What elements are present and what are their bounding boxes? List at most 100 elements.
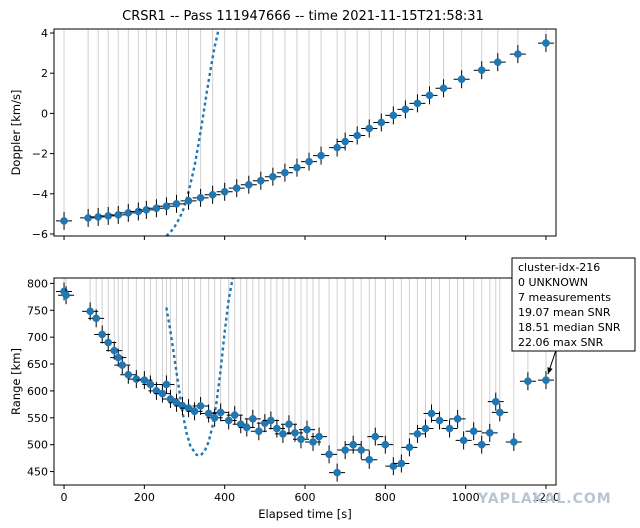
doppler-point xyxy=(80,208,97,227)
doppler-point xyxy=(148,199,165,218)
doppler-point xyxy=(473,61,490,80)
doppler-point xyxy=(329,138,346,157)
range-point xyxy=(114,356,131,375)
doppler-vertical-lines xyxy=(63,29,547,221)
doppler-point xyxy=(100,206,117,225)
doppler-point xyxy=(204,185,221,204)
range-point xyxy=(186,402,203,421)
doppler-y-axis-label: Doppler [km/s] xyxy=(9,90,23,176)
doppler-y-tick-label: −2 xyxy=(32,148,48,161)
range-x-tick-label: 400 xyxy=(214,491,235,504)
doppler-point xyxy=(301,152,318,171)
range-point xyxy=(417,419,434,438)
range-point xyxy=(192,396,209,415)
doppler-axes-frame xyxy=(53,28,557,237)
range-point xyxy=(377,435,394,454)
annotation-line-2: 0 UNKNOWN xyxy=(518,276,588,289)
range-point xyxy=(487,392,504,411)
range-point xyxy=(268,419,285,438)
range-point xyxy=(88,309,105,328)
doppler-model-curve xyxy=(165,28,220,237)
range-point xyxy=(353,441,370,460)
range-y-tick-label: 600 xyxy=(27,385,48,398)
range-point xyxy=(136,371,153,390)
range-point xyxy=(491,403,508,422)
range-x-tick-label: 200 xyxy=(134,491,155,504)
range-point xyxy=(256,414,273,433)
doppler-point xyxy=(537,34,554,53)
doppler-point xyxy=(409,94,426,113)
range-y-tick-label: 650 xyxy=(27,358,48,371)
range-point xyxy=(361,450,378,469)
range-x-axis-label: Elapsed time [s] xyxy=(258,507,351,521)
range-point xyxy=(100,333,117,352)
annotation-line-4: 19.07 mean SNR xyxy=(518,306,611,319)
annotation-box: cluster-idx-216 0 UNKNOWN 7 measurements… xyxy=(511,257,636,375)
doppler-point xyxy=(216,182,233,201)
doppler-panel: −6 −4 −2 0 2 4 Doppler [km/s] xyxy=(9,27,557,241)
range-point xyxy=(401,438,418,457)
doppler-point xyxy=(489,53,506,72)
range-point xyxy=(262,411,279,430)
annotation-line-6: 22.06 max SNR xyxy=(518,336,604,349)
doppler-y-tick-label: −4 xyxy=(32,188,48,201)
range-y-tick-label: 700 xyxy=(27,331,48,344)
doppler-point xyxy=(228,179,245,198)
doppler-point xyxy=(158,197,175,216)
range-point xyxy=(519,372,536,391)
doppler-point xyxy=(337,132,354,151)
range-point xyxy=(481,423,498,442)
doppler-point xyxy=(138,200,155,219)
doppler-point xyxy=(264,167,281,186)
doppler-point xyxy=(120,203,137,222)
range-point xyxy=(292,430,309,449)
range-panel: 0 200 400 600 800 1000 1200 450 500 550 600 650 700 7… xyxy=(9,277,560,521)
range-vertical-lines xyxy=(63,278,547,473)
range-point xyxy=(106,341,123,360)
range-x-tick-label: 1000 xyxy=(452,491,480,504)
range-point xyxy=(385,457,402,476)
doppler-point xyxy=(90,207,107,226)
doppler-point xyxy=(240,175,257,194)
range-point xyxy=(311,427,328,446)
doppler-point xyxy=(252,171,269,190)
doppler-model-path xyxy=(165,28,220,237)
range-axes-frame xyxy=(53,277,557,486)
range-point xyxy=(250,422,267,441)
doppler-point xyxy=(421,86,438,105)
doppler-point xyxy=(192,188,209,207)
range-x-tick-label: 1200 xyxy=(532,491,560,504)
annotation-line-1: cluster-idx-216 xyxy=(518,261,600,274)
range-y-axis-label: Range [km] xyxy=(9,348,23,415)
doppler-point xyxy=(313,146,330,165)
watermark: YAPLAKAL.COM xyxy=(477,491,612,507)
range-point xyxy=(455,431,472,450)
range-point xyxy=(409,424,426,443)
range-point xyxy=(238,418,255,437)
range-x-tick-label: 600 xyxy=(295,491,316,504)
doppler-point xyxy=(349,126,366,145)
range-point xyxy=(505,432,522,451)
range-x-tick-label: 800 xyxy=(375,491,396,504)
range-point xyxy=(321,445,338,464)
range-point xyxy=(305,432,322,451)
doppler-point xyxy=(288,158,305,177)
doppler-point xyxy=(276,163,293,182)
range-point xyxy=(441,419,458,438)
doppler-point xyxy=(435,79,452,98)
doppler-measurements xyxy=(56,34,554,230)
annotation-frame xyxy=(511,257,636,352)
range-point xyxy=(58,286,75,305)
range-y-tick-label: 500 xyxy=(27,439,48,452)
doppler-y-tick-label: 2 xyxy=(41,67,48,80)
range-point xyxy=(120,365,137,384)
range-point xyxy=(94,325,111,344)
doppler-point xyxy=(397,100,414,119)
range-x-tick-label: 0 xyxy=(61,491,68,504)
range-point xyxy=(537,371,554,390)
doppler-point xyxy=(385,106,402,125)
range-point xyxy=(200,404,217,423)
doppler-ticks: −6 −4 −2 0 2 4 xyxy=(32,27,547,241)
doppler-point xyxy=(373,113,390,132)
